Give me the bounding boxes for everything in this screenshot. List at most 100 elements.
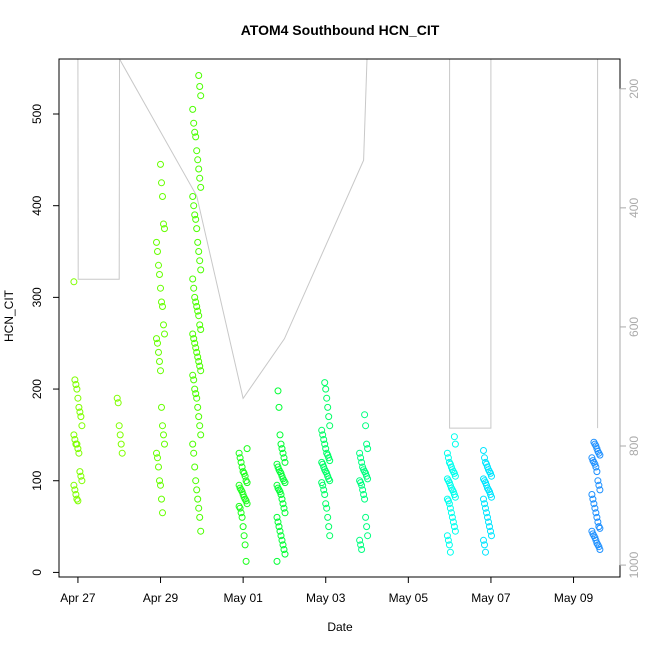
data-point xyxy=(71,376,79,384)
data-point xyxy=(446,548,454,556)
data-point xyxy=(195,248,203,255)
point-cluster xyxy=(588,438,604,553)
data-point xyxy=(326,422,334,430)
data-point xyxy=(594,477,602,485)
data-point xyxy=(280,504,288,512)
data-point xyxy=(322,500,330,508)
data-point xyxy=(240,532,248,540)
data-point xyxy=(360,491,368,498)
data-point xyxy=(444,454,452,462)
data-points-layer xyxy=(70,72,604,565)
data-point xyxy=(70,431,78,439)
data-point xyxy=(235,449,243,457)
data-point xyxy=(78,422,86,430)
point-cluster xyxy=(273,387,289,565)
data-point xyxy=(278,536,286,544)
data-point xyxy=(446,504,454,512)
data-point xyxy=(326,532,334,540)
data-point xyxy=(195,413,203,421)
y-tick-label: 100 xyxy=(30,470,44,490)
data-point xyxy=(76,468,84,476)
data-point xyxy=(588,491,596,498)
data-point xyxy=(72,381,80,388)
data-point xyxy=(482,504,489,512)
data-point xyxy=(589,495,597,503)
data-point xyxy=(362,513,370,521)
data-point xyxy=(243,445,251,453)
point-cluster xyxy=(356,411,372,553)
data-point xyxy=(157,160,164,168)
data-point xyxy=(189,371,197,379)
data-point xyxy=(356,536,364,544)
data-point xyxy=(118,449,126,457)
data-point xyxy=(480,447,487,454)
data-point xyxy=(449,518,457,526)
data-point xyxy=(276,431,284,439)
data-point xyxy=(488,532,495,540)
data-point xyxy=(197,183,205,191)
data-point xyxy=(190,119,198,127)
data-point xyxy=(280,546,288,553)
data-point xyxy=(451,440,459,448)
altitude-trace-line xyxy=(77,59,599,429)
data-point xyxy=(238,463,246,471)
x-tick-label: May 09 xyxy=(554,591,594,605)
data-point xyxy=(77,413,85,421)
x-tick-label: May 07 xyxy=(471,591,511,605)
data-point xyxy=(321,379,329,387)
data-point xyxy=(191,293,199,301)
data-point xyxy=(194,156,202,164)
data-point xyxy=(191,463,199,471)
data-point xyxy=(193,348,201,356)
x-tick-label: Apr 27 xyxy=(60,591,96,605)
data-point xyxy=(70,278,78,286)
data-point xyxy=(196,422,204,430)
data-point xyxy=(197,367,205,375)
data-point xyxy=(74,445,82,453)
data-point xyxy=(237,509,245,517)
point-cluster xyxy=(480,447,495,556)
data-point xyxy=(356,449,364,457)
data-point xyxy=(158,495,165,503)
point-cluster xyxy=(235,445,251,565)
y-axis: 0 100 200 300 400 500 xyxy=(30,104,60,576)
data-point xyxy=(323,394,331,402)
data-point xyxy=(160,431,167,439)
data-point xyxy=(193,225,201,233)
data-point xyxy=(484,513,491,521)
data-point xyxy=(480,495,487,503)
data-point xyxy=(321,491,329,498)
data-point xyxy=(189,193,197,200)
data-point xyxy=(192,390,200,398)
x-tick-label: May 03 xyxy=(306,591,346,605)
data-point xyxy=(153,335,160,343)
data-point xyxy=(358,546,366,553)
data-point xyxy=(450,433,458,441)
data-point xyxy=(155,463,162,471)
data-point xyxy=(278,495,286,503)
point-cluster xyxy=(153,160,168,517)
data-point xyxy=(358,481,366,489)
data-point xyxy=(277,491,285,498)
data-point xyxy=(481,541,488,549)
data-point xyxy=(322,445,330,453)
data-point xyxy=(320,436,328,443)
data-point xyxy=(70,481,78,489)
data-point xyxy=(196,321,204,329)
point-cluster xyxy=(443,433,459,556)
data-point xyxy=(161,440,168,448)
data-point xyxy=(189,330,197,338)
data-point xyxy=(77,472,85,480)
data-point xyxy=(154,454,161,462)
data-point xyxy=(196,174,204,182)
data-point xyxy=(196,257,204,265)
x-axis: Apr 27 Apr 29 May 01 May 03 May 05 May 07 May … xyxy=(60,576,594,605)
data-point xyxy=(274,387,282,395)
data-point xyxy=(592,509,600,517)
data-point xyxy=(364,532,372,540)
data-point xyxy=(481,454,488,462)
point-cluster xyxy=(70,278,86,505)
data-point xyxy=(482,548,489,556)
point-cluster xyxy=(318,379,334,540)
data-point xyxy=(591,504,599,512)
